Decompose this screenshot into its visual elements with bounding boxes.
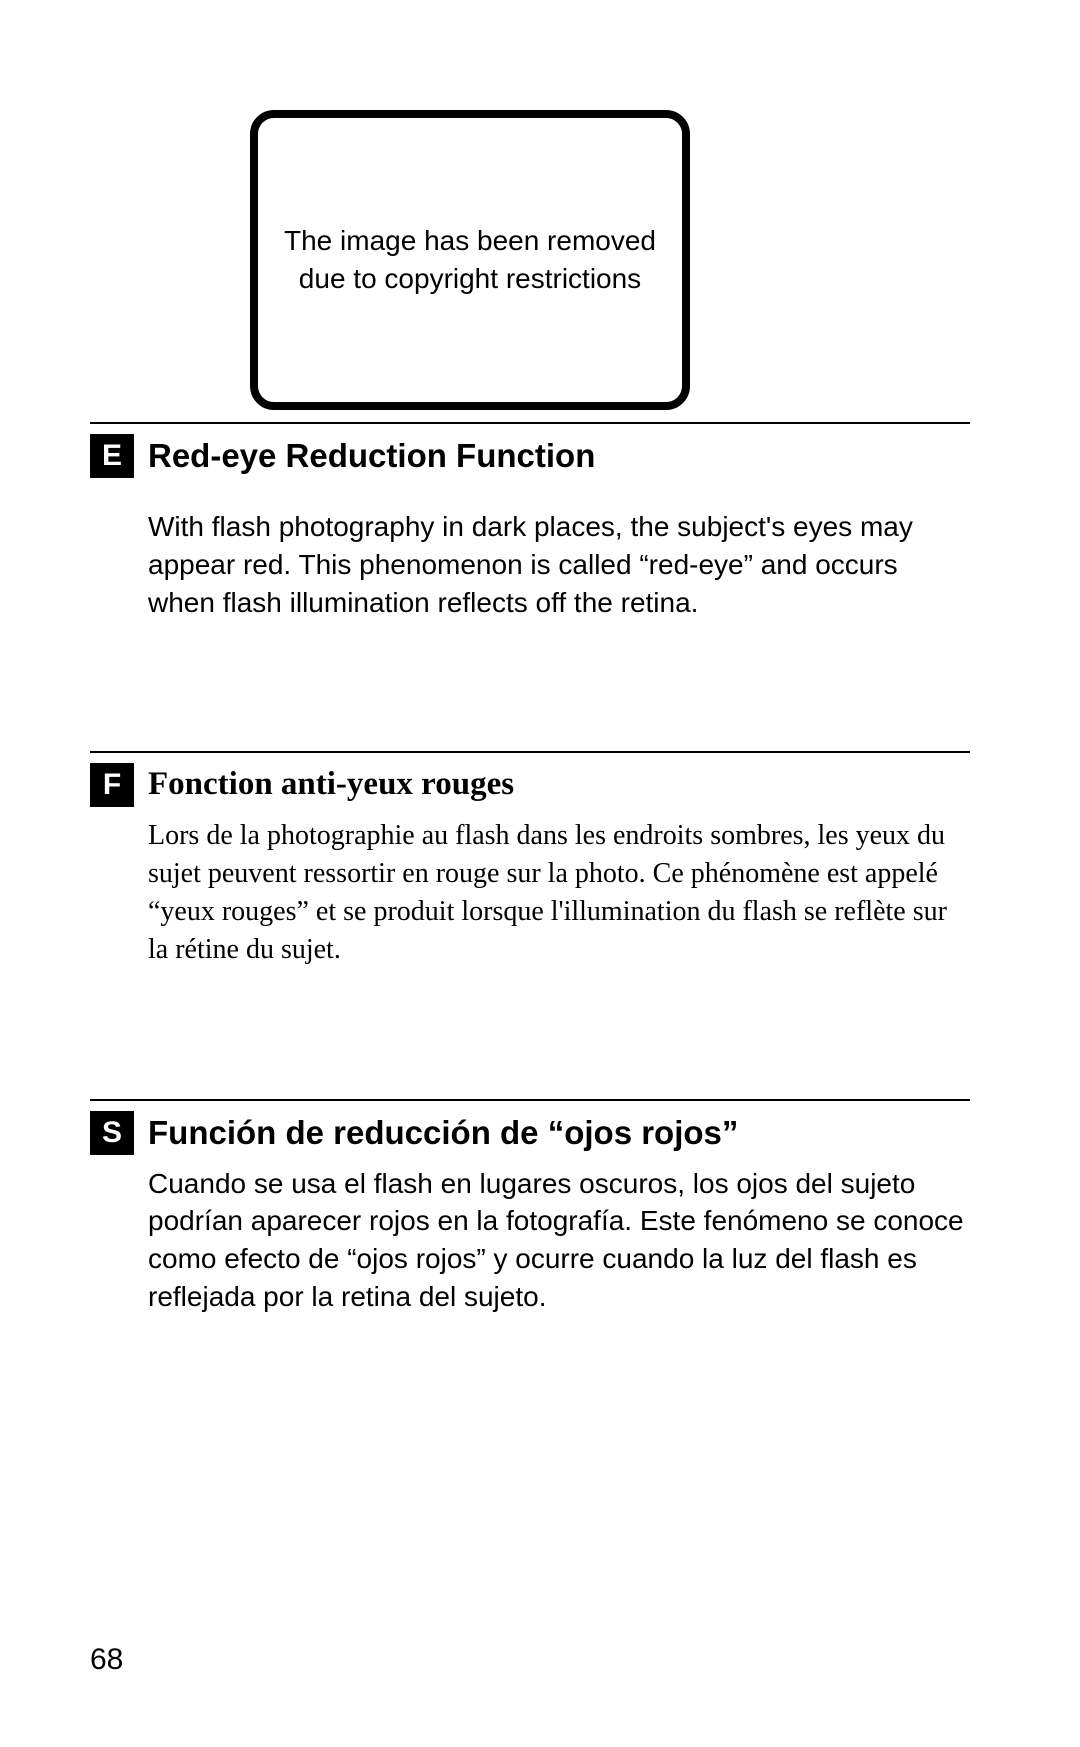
heading-row: S Función de reducción de “ojos rojos” — [90, 1109, 1030, 1155]
section-body: Cuando se usa el flash en lugares oscuro… — [148, 1165, 968, 1316]
section-body: With flash photography in dark places, t… — [148, 508, 968, 621]
section-body: Lors de la photographie au flash dans le… — [148, 817, 968, 968]
heading-row: F Fonction anti-yeux rouges — [90, 761, 1030, 807]
section-title: Fonction anti-yeux rouges — [148, 765, 514, 805]
heading-row: E Red-eye Reduction Function — [90, 432, 1030, 478]
section-rule — [90, 422, 970, 424]
manual-page: The image has been removed due to copyri… — [0, 0, 1080, 1747]
section-spanish: S Función de reducción de “ojos rojos” C… — [90, 1099, 1030, 1316]
section-english: E Red-eye Reduction Function With flash … — [90, 422, 1030, 621]
section-rule — [90, 751, 970, 753]
language-badge-s: S — [90, 1111, 134, 1155]
section-title: Función de reducción de “ojos rojos” — [148, 1113, 738, 1153]
page-number: 68 — [90, 1643, 123, 1677]
removed-image-placeholder: The image has been removed due to copyri… — [250, 110, 690, 410]
language-badge-e: E — [90, 434, 134, 478]
section-title: Red-eye Reduction Function — [148, 436, 595, 476]
placeholder-text: The image has been removed due to copyri… — [278, 222, 662, 298]
section-french: F Fonction anti-yeux rouges Lors de la p… — [90, 751, 1030, 968]
section-rule — [90, 1099, 970, 1101]
language-badge-f: F — [90, 763, 134, 807]
